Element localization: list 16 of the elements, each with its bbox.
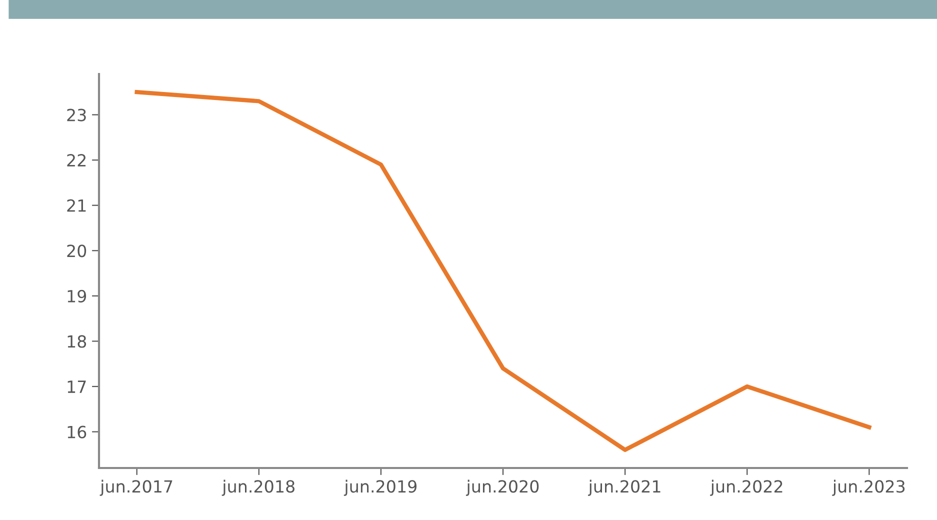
x-tick-label: jun.2018 [222, 480, 294, 496]
y-tick-label: 20 [67, 244, 86, 258]
y-tick-label: 23 [67, 108, 86, 122]
y-tick-label: 18 [68, 335, 86, 348]
y-tick-label: 19 [68, 290, 86, 302]
y-tick-label: 22 [67, 154, 86, 166]
x-tick-label: jun.2019 [344, 480, 417, 496]
x-tick-label: jun.2017 [100, 480, 172, 496]
x-tick-label: jun.2022 [710, 480, 782, 496]
y-tick-label: 21 [67, 199, 86, 212]
x-tick-label: jun.2020 [466, 480, 539, 496]
y-tick-label: 16 [68, 426, 86, 438]
line-series [134, 90, 872, 452]
x-tick-label: jun.2021 [588, 480, 660, 496]
x-tick-label: jun.2023 [832, 480, 905, 496]
y-tick-label: 17 [68, 380, 86, 393]
